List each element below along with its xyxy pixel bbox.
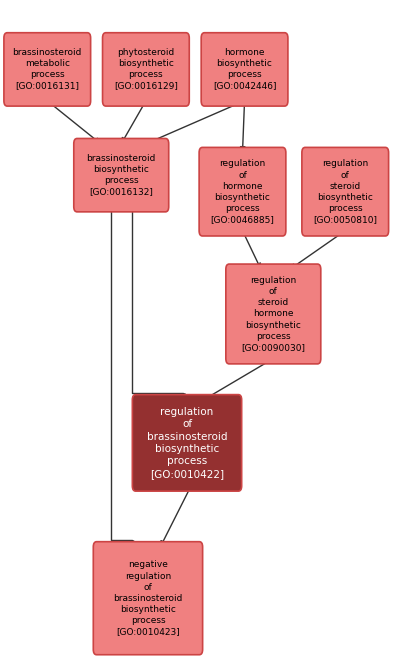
- Text: regulation
of
steroid
hormone
biosynthetic
process
[GO:0090030]: regulation of steroid hormone biosynthet…: [241, 276, 305, 352]
- FancyBboxPatch shape: [201, 32, 288, 106]
- FancyBboxPatch shape: [4, 32, 91, 106]
- Text: hormone
biosynthetic
process
[GO:0042446]: hormone biosynthetic process [GO:0042446…: [213, 48, 276, 91]
- FancyBboxPatch shape: [102, 32, 189, 106]
- FancyBboxPatch shape: [226, 264, 321, 364]
- Text: phytosteroid
biosynthetic
process
[GO:0016129]: phytosteroid biosynthetic process [GO:00…: [114, 48, 178, 91]
- Text: brassinosteroid
metabolic
process
[GO:0016131]: brassinosteroid metabolic process [GO:00…: [13, 48, 82, 91]
- FancyBboxPatch shape: [302, 147, 389, 236]
- FancyBboxPatch shape: [132, 395, 242, 491]
- Text: regulation
of
brassinosteroid
biosynthetic
process
[GO:0010422]: regulation of brassinosteroid biosynthet…: [147, 407, 227, 479]
- FancyBboxPatch shape: [199, 147, 286, 236]
- FancyBboxPatch shape: [74, 139, 169, 212]
- Text: brassinosteroid
biosynthetic
process
[GO:0016132]: brassinosteroid biosynthetic process [GO…: [87, 154, 156, 196]
- Text: regulation
of
hormone
biosynthetic
process
[GO:0046885]: regulation of hormone biosynthetic proce…: [210, 159, 275, 224]
- Text: regulation
of
steroid
biosynthetic
process
[GO:0050810]: regulation of steroid biosynthetic proce…: [313, 159, 377, 224]
- FancyBboxPatch shape: [93, 542, 203, 654]
- Text: negative
regulation
of
brassinosteroid
biosynthetic
process
[GO:0010423]: negative regulation of brassinosteroid b…: [113, 561, 182, 636]
